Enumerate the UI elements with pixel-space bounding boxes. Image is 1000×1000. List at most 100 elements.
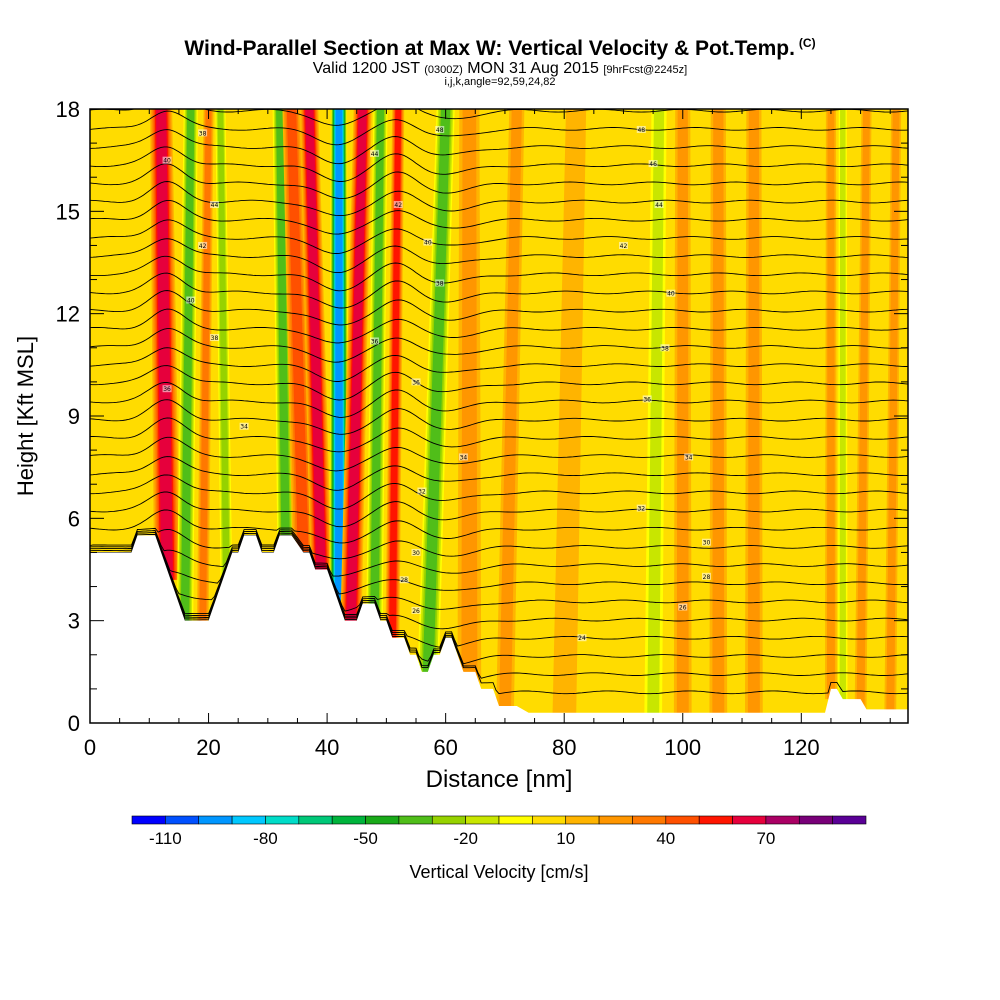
subtitle-valid-time: Valid 1200 JST <box>312 60 420 77</box>
chart-subtitle: Valid 1200 JST (0300Z) MON 31 Aug 2015 [… <box>0 60 1000 78</box>
theta-contour-line <box>90 181 908 217</box>
contour-label-bg <box>642 395 652 403</box>
x-tick-labels: 0 20 40 60 80 100 120 <box>84 735 820 760</box>
contour-label: 28 <box>703 574 711 581</box>
contour-label-bg <box>435 125 445 133</box>
y-tick-label: 3 <box>68 609 80 634</box>
contour-label: 46 <box>649 161 657 168</box>
contour-label-bg <box>423 238 433 246</box>
contour-labels: 40 38 44 42 40 38 36 34 44 42 40 38 36 36 34 32 30 28 26 48… <box>162 125 711 642</box>
velocity-band-0-level-6 <box>156 109 174 580</box>
contour-label: 26 <box>412 608 420 615</box>
colorbar-swatch <box>798 815 833 825</box>
contour-label: 28 <box>400 577 408 584</box>
theta-contour-line <box>90 535 908 630</box>
theta-contour-line <box>90 290 908 326</box>
contour-label-bg <box>370 149 380 157</box>
contour-label-bg <box>186 296 196 304</box>
colorbar-tick-label: -20 <box>453 829 478 848</box>
contour-label: 38 <box>199 130 207 137</box>
colorbar-tick-label: -110 <box>149 829 182 848</box>
contour-label: 42 <box>620 243 628 250</box>
x-tick-label: 40 <box>315 735 339 760</box>
contour-label-bg <box>701 572 711 580</box>
y-tick-label: 9 <box>68 404 80 429</box>
colorbar-swatch <box>365 815 400 825</box>
contour-label-bg <box>411 606 421 614</box>
colorbar-swatch <box>665 815 700 825</box>
contour-label-bg <box>666 289 676 297</box>
x-tick-label: 120 <box>783 735 820 760</box>
theta-contour-line <box>90 308 908 344</box>
colorbar-swatch <box>632 815 667 825</box>
x-tick-label: 100 <box>664 735 701 760</box>
velocity-band-2-level-3 <box>199 109 212 631</box>
colorbar-swatch <box>398 815 433 825</box>
y-tick-labels: 0 3 6 9 12 15 18 <box>56 97 80 736</box>
contour-label: 38 <box>436 280 444 287</box>
theta-contour-line <box>90 238 908 274</box>
velocity-band-8-level-6 <box>345 109 367 631</box>
velocity-band-21-level-2 <box>856 109 870 710</box>
chart-subtitle-indices: i,j,k,angle=92,59,24,82 <box>444 76 556 88</box>
velocity-band-16-level-2 <box>676 109 689 723</box>
contour-label: 34 <box>685 454 693 461</box>
contour-label-bg <box>198 241 208 249</box>
theta-contour-line <box>90 509 908 544</box>
y-tick-label: 15 <box>56 199 80 224</box>
y-tick-label: 18 <box>56 97 80 122</box>
colorbar-tick-labels: -110 -80 -50 -20 10 40 70 <box>149 829 775 848</box>
contour-label-bg <box>411 548 421 556</box>
colorbar-tick-label: 10 <box>556 829 575 848</box>
contour-label-bg <box>393 201 403 209</box>
contour-label-bg <box>701 538 711 546</box>
theta-contour-line <box>90 146 908 182</box>
y-tick-label: 12 <box>56 302 80 327</box>
contour-label: 44 <box>371 151 379 158</box>
theta-contour-line <box>90 530 908 577</box>
colorbar-swatch <box>165 815 200 825</box>
contour-label: 36 <box>163 386 171 393</box>
terrain-mask <box>90 535 908 723</box>
velocity-band-19-level-2 <box>826 109 835 700</box>
colorbar-swatch <box>331 815 366 825</box>
colorbar-tick-label: 40 <box>656 829 675 848</box>
colorbar-swatch <box>765 815 800 825</box>
contour-label-bg <box>660 344 670 352</box>
x-axis-label: Distance [nm] <box>425 766 573 793</box>
colorbar <box>131 815 867 825</box>
colorbar-tick-label: 70 <box>756 829 775 848</box>
subtitle-forecast-info: [9hrFcst@2245z] <box>603 64 688 76</box>
theta-contour-line <box>90 436 908 472</box>
theta-contour-line <box>90 199 908 235</box>
contour-label-bg <box>417 487 427 495</box>
contour-label: 36 <box>643 396 651 403</box>
colorbar-swatch <box>698 815 733 825</box>
copyright-mark: (C) <box>798 36 816 50</box>
contour-label-bg <box>654 201 664 209</box>
contour-label-bg <box>209 334 219 342</box>
contour-label: 32 <box>637 506 645 513</box>
contour-label-bg <box>458 453 468 461</box>
contour-label: 48 <box>637 127 645 134</box>
contour-label-bg <box>399 576 409 584</box>
colorbar-swatch <box>231 815 266 825</box>
colorbar-swatch <box>298 815 333 825</box>
contour-label: 40 <box>667 291 675 298</box>
contour-label: 38 <box>211 335 219 342</box>
contour-label-bg <box>198 129 208 137</box>
contour-label: 44 <box>211 202 219 209</box>
theta-contour-line <box>90 255 908 292</box>
theta-contour-line <box>90 537 908 648</box>
colorbar-swatch <box>198 815 233 825</box>
velocity-band-18-level-2 <box>747 109 760 723</box>
contour-label-bg <box>370 337 380 345</box>
colorbar-swatch <box>532 815 567 825</box>
contour-label: 36 <box>412 379 420 386</box>
contour-label: 48 <box>436 127 444 134</box>
velocity-band-20-level-2 <box>839 109 846 710</box>
contour-label: 30 <box>412 550 420 557</box>
contour-label-bg <box>162 385 172 393</box>
contour-label-bg <box>636 125 646 133</box>
